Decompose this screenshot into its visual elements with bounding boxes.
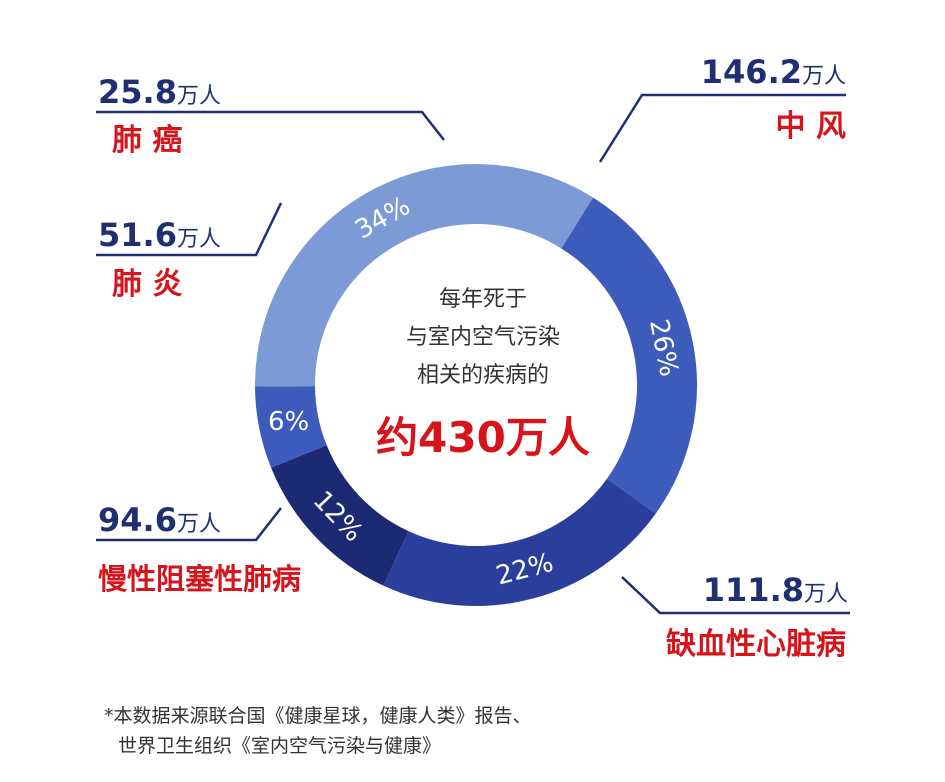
category-stroke: 中 风 — [776, 109, 846, 144]
percent-label-lung-cancer: 6% — [268, 407, 309, 437]
amount-lung-cancer: 25.8万人 — [98, 73, 221, 111]
leader-line-stroke — [598, 93, 846, 163]
label-ihd: 111.8万人 缺血性心脏病 — [666, 571, 848, 662]
amount-stroke: 146.2万人 — [701, 53, 846, 91]
slice-stroke — [255, 164, 594, 387]
category-ihd: 缺血性心脏病 — [666, 627, 846, 662]
center-text: 每年死于 与室内空气污染 相关的疾病的 约430万人 — [376, 287, 590, 462]
footnote-line-2: 世界卫生组织《室内空气污染与健康》 — [118, 735, 441, 757]
slice-pneumonia — [271, 444, 410, 586]
center-total: 约430万人 — [376, 413, 590, 462]
label-copd: 94.6万人 慢性阻塞性肺病 — [98, 501, 301, 596]
amount-pneumonia: 51.6万人 — [98, 216, 221, 254]
amount-ihd: 111.8万人 — [703, 571, 848, 609]
center-line-2: 与室内空气污染 — [406, 325, 560, 350]
center-line-1: 每年死于 — [439, 287, 527, 312]
category-copd: 慢性阻塞性肺病 — [98, 562, 301, 596]
footnote-line-1: *本数据来源联合国《健康星球，健康人类》报告、 — [104, 705, 532, 727]
leader-line-ihd — [621, 576, 850, 615]
slice-lung-cancer — [255, 385, 327, 468]
donut-ring — [255, 164, 697, 606]
center-line-3: 相关的疾病的 — [417, 363, 549, 388]
leader-line-lung-cancer — [96, 110, 445, 141]
label-pneumonia: 51.6万人 肺 炎 — [98, 216, 221, 302]
amount-copd: 94.6万人 — [98, 501, 221, 539]
percent-labels: 6%34%26%22%12% — [268, 191, 684, 591]
leader-line-pneumonia — [96, 202, 283, 257]
category-lung-cancer: 肺 癌 — [112, 123, 182, 158]
slice-ihd — [560, 197, 697, 514]
slice-copd — [383, 478, 656, 606]
leader-lines — [96, 93, 850, 615]
leader-line-copd — [96, 507, 282, 542]
label-lung-cancer: 25.8万人 肺 癌 — [98, 73, 221, 158]
label-stroke: 146.2万人 中 风 — [701, 53, 846, 144]
category-pneumonia: 肺 炎 — [112, 267, 182, 302]
